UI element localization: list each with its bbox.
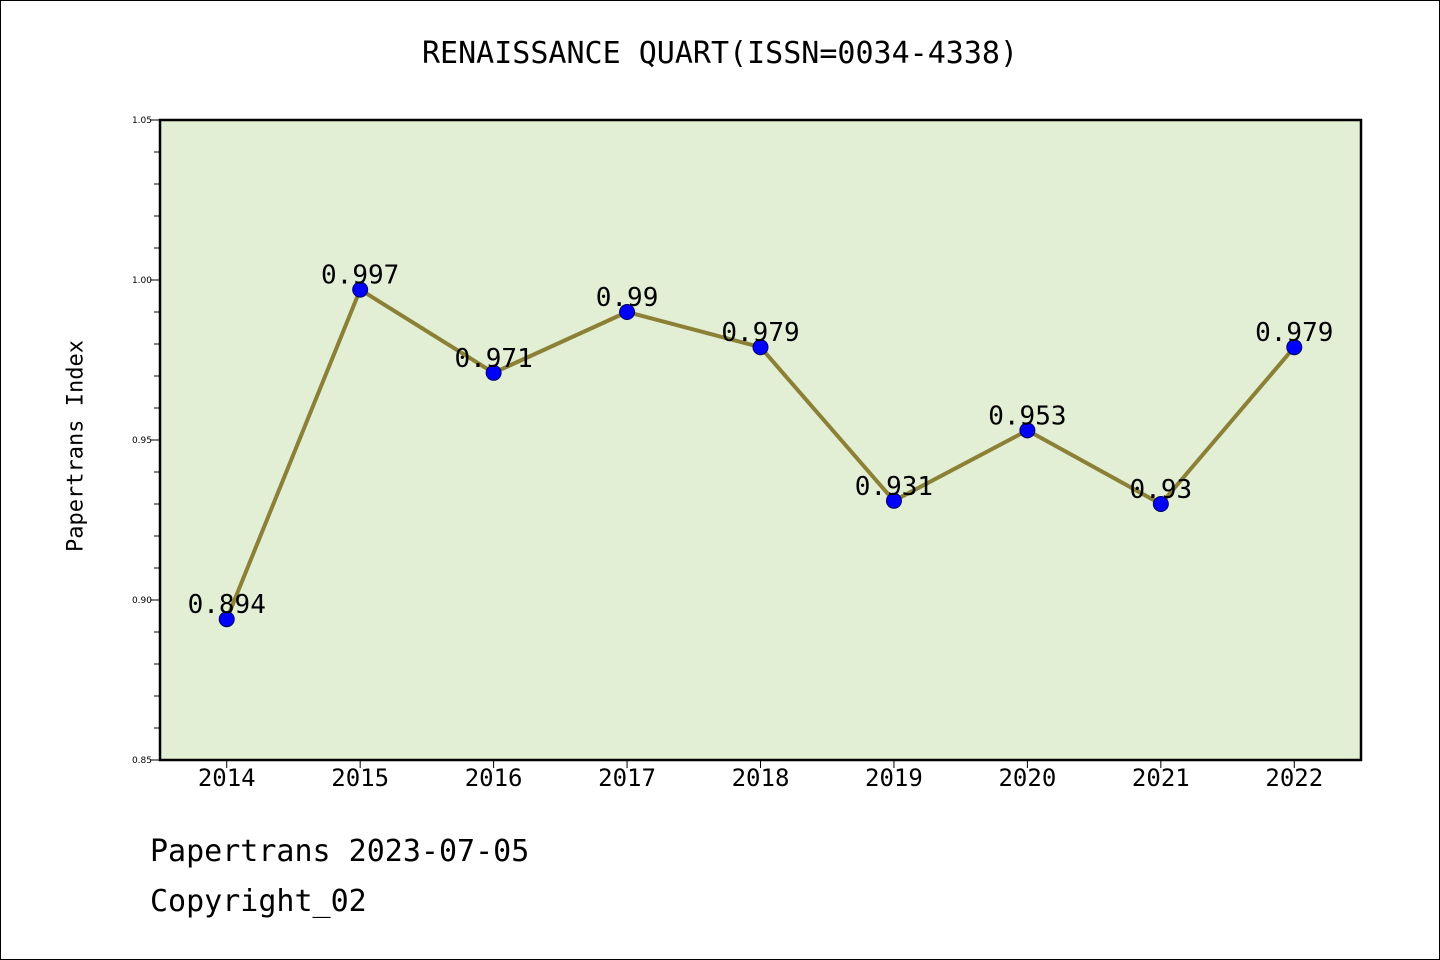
x-tick-label: 2016 <box>465 764 523 792</box>
data-points <box>218 281 1303 628</box>
y-tick-label: 1.00 <box>132 276 152 286</box>
data-label: 0.931 <box>855 472 933 502</box>
data-point <box>218 611 235 628</box>
y-tick-label: 0.90 <box>132 596 152 606</box>
data-label: 0.93 <box>1130 475 1193 505</box>
plot-area <box>160 120 1361 760</box>
data-point <box>1152 496 1169 512</box>
y-axis-ticks: 0.85 0.90 0.95 1.00 1.05 <box>132 116 160 766</box>
data-label: 0.979 <box>1255 318 1333 348</box>
data-label: 0.99 <box>596 283 659 313</box>
data-point <box>485 364 502 381</box>
y-tick-label: 1.05 <box>132 116 152 126</box>
data-point <box>1019 422 1036 439</box>
x-tick-label: 2015 <box>331 764 389 792</box>
data-label: 0.953 <box>988 401 1066 431</box>
x-tick-label: 2014 <box>198 764 256 792</box>
footer-date-text: Papertrans 2023-07-05 <box>150 834 530 869</box>
x-tick-label: 2018 <box>732 764 790 792</box>
data-label: 0.971 <box>454 344 532 374</box>
y-tick-label: 0.95 <box>132 436 152 446</box>
x-tick-label: 2021 <box>1132 764 1190 792</box>
data-label: 0.979 <box>721 318 799 348</box>
data-point <box>885 492 902 509</box>
plot-border <box>158 118 1363 762</box>
data-point <box>352 281 369 298</box>
x-tick-label: 2022 <box>1265 764 1323 792</box>
data-point <box>1286 339 1303 356</box>
data-point <box>619 304 636 320</box>
x-tick-label: 2017 <box>598 764 656 792</box>
data-label: 0.894 <box>188 590 266 620</box>
data-labels: 0.894 0.997 0.971 0.99 0.979 0.931 0.953 0.93 0.… <box>188 261 1334 621</box>
y-tick-label: 0.85 <box>132 756 152 766</box>
x-axis-ticks: 2014 2015 2016 2017 2018 2019 2020 2021 2022 <box>198 760 1323 792</box>
footer-copyright-text: Copyright_02 <box>150 884 367 919</box>
x-tick-label: 2019 <box>865 764 923 792</box>
chart-title: RENAISSANCE QUART(ISSN=0034-4338) <box>421 36 1019 71</box>
x-tick-label: 2020 <box>998 764 1056 792</box>
data-point <box>752 339 769 356</box>
data-label: 0.997 <box>321 261 399 291</box>
